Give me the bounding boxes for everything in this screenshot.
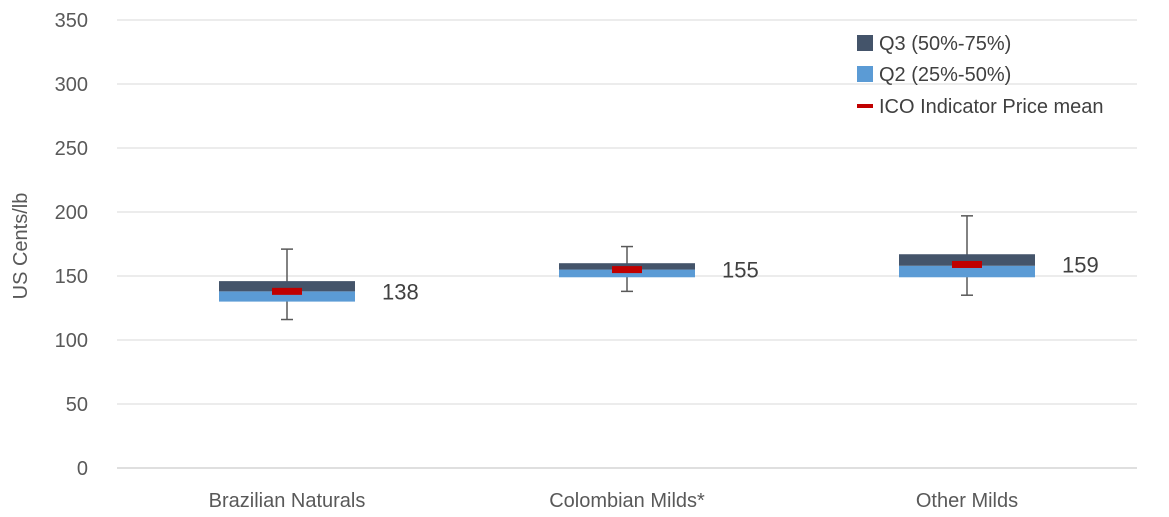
x-category-label: Colombian Milds* bbox=[549, 490, 705, 512]
y-tick-label: 0 bbox=[77, 458, 88, 480]
y-tick-label: 200 bbox=[55, 202, 88, 224]
y-tick-label: 150 bbox=[55, 266, 88, 288]
legend-label: ICO Indicator Price mean bbox=[879, 96, 1104, 118]
y-tick-label: 300 bbox=[55, 74, 88, 96]
y-axis-ticks: 0 50 100 150 200 250 300 350 bbox=[55, 10, 88, 480]
q3-box bbox=[899, 254, 1035, 266]
q2-box bbox=[219, 291, 355, 302]
legend-q3-swatch bbox=[857, 35, 873, 51]
x-category-label: Brazilian Naturals bbox=[209, 490, 366, 512]
q2-box bbox=[899, 265, 1035, 278]
box-series: 138 155 159 bbox=[219, 215, 1099, 321]
legend: Q3 (50%-75%) Q2 (25%-50%) ICO Indicator Pr… bbox=[857, 33, 1104, 118]
mean-marker bbox=[272, 287, 302, 295]
mean-marker bbox=[612, 266, 642, 274]
q2-box bbox=[559, 269, 695, 278]
y-tick-label: 100 bbox=[55, 330, 88, 352]
x-axis-categories: Brazilian Naturals Colombian Milds* Other … bbox=[209, 490, 1018, 512]
legend-label: Q2 (25%-50%) bbox=[879, 64, 1011, 86]
box-other-milds: 159 bbox=[899, 215, 1099, 296]
mean-value-label: 138 bbox=[382, 279, 419, 304]
mean-value-label: 155 bbox=[722, 258, 759, 283]
box-brazilian-naturals: 138 bbox=[219, 248, 419, 321]
gridlines bbox=[117, 19, 1137, 469]
legend-q2-swatch bbox=[857, 66, 873, 82]
mean-value-label: 159 bbox=[1062, 252, 1099, 277]
y-tick-label: 250 bbox=[55, 138, 88, 160]
mean-marker bbox=[952, 260, 982, 268]
y-axis-label: US Cents/lb bbox=[10, 193, 32, 300]
x-category-label: Other Milds bbox=[916, 490, 1018, 512]
y-tick-label: 350 bbox=[55, 10, 88, 32]
q3-box bbox=[219, 281, 355, 292]
y-tick-label: 50 bbox=[66, 394, 88, 416]
box-colombian-milds: 155 bbox=[559, 245, 759, 293]
legend-label: Q3 (50%-75%) bbox=[879, 33, 1011, 55]
legend-mean-swatch bbox=[857, 104, 873, 108]
